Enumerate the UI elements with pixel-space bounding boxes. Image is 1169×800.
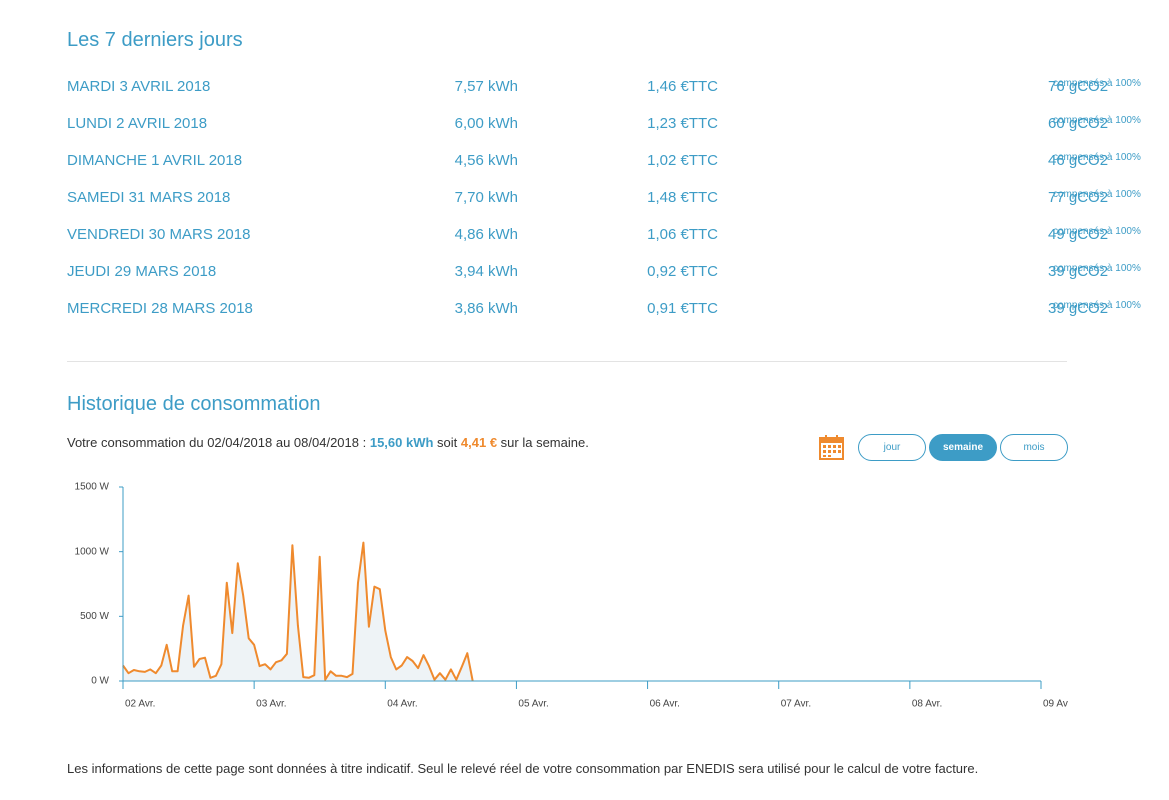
energy: 4,56 kWh bbox=[454, 152, 518, 169]
date: LUNDI 2 AVRIL 2018 bbox=[67, 115, 208, 132]
co2-value: 60 gCO2 bbox=[1048, 115, 1109, 132]
y-tick-label: 500 W bbox=[80, 611, 109, 622]
price: 0,91 €TTC bbox=[647, 300, 718, 317]
table-row: MERCREDI 28 MARS 2018 3,86 kWh 0,91 €TTC 39… bbox=[67, 300, 1141, 320]
table-row: MARDI 3 AVRIL 2018 7,57 kWh 1,46 €TTC 76 gC… bbox=[67, 78, 1141, 98]
energy: 4,86 kWh bbox=[454, 226, 518, 243]
price: 1,02 €TTC bbox=[647, 152, 718, 169]
co2-value: 76 gCO2 bbox=[1048, 78, 1109, 95]
section-title: Historique de consommation bbox=[67, 393, 321, 415]
price: 1,23 €TTC bbox=[647, 115, 718, 132]
price: 0,92 €TTC bbox=[647, 263, 718, 280]
x-tick-label: 02 Avr. bbox=[125, 699, 155, 710]
co2-note: compensés à 100% bbox=[1053, 300, 1141, 311]
table-row: SAMEDI 31 MARS 2018 7,70 kWh 1,48 €TTC 77 g… bbox=[67, 189, 1141, 209]
eur: 4,41 € bbox=[460, 435, 498, 450]
co2-value: 39 gCO2 bbox=[1048, 300, 1109, 317]
energy: 7,70 kWh bbox=[454, 189, 518, 206]
summary: Votre consommation du 02/04/2018 au 08/0… bbox=[67, 435, 589, 450]
co2-note: compensés à 100% bbox=[1053, 263, 1141, 274]
x-tick-label: 08 Avr. bbox=[912, 699, 942, 710]
date: JEUDI 29 MARS 2018 bbox=[67, 263, 217, 280]
area bbox=[123, 542, 473, 681]
date: SAMEDI 31 MARS 2018 bbox=[67, 189, 231, 206]
x-tick-label: 05 Avr. bbox=[518, 699, 548, 710]
x-tick-label: 09 Av bbox=[1043, 699, 1068, 710]
co2-value: 77 gCO2 bbox=[1048, 189, 1109, 206]
kwh: 15,60 kWh bbox=[369, 435, 434, 450]
y-tick-label: 0 W bbox=[91, 676, 109, 687]
co2-note: compensés à 100% bbox=[1053, 152, 1141, 163]
chart: 0 W 500 W 1000 W 1500 W 02 Avr. 03 Avr. 04 Avr… bbox=[75, 482, 1068, 710]
price: 1,46 €TTC bbox=[647, 78, 718, 95]
calendar-icon[interactable] bbox=[818, 434, 846, 461]
price: 1,48 €TTC bbox=[647, 189, 718, 206]
energy: 7,57 kWh bbox=[454, 78, 518, 95]
line bbox=[122, 541, 474, 682]
co2-note: compensés à 100% bbox=[1053, 78, 1141, 89]
co2-note: compensés à 100% bbox=[1053, 226, 1141, 237]
x-tick-label: 04 Avr. bbox=[387, 699, 417, 710]
date: VENDREDI 30 MARS 2018 bbox=[67, 226, 251, 243]
period-button[interactable]: semaine bbox=[929, 434, 997, 461]
energy: 6,00 kWh bbox=[454, 115, 518, 132]
divider bbox=[67, 361, 1067, 362]
table-row: LUNDI 2 AVRIL 2018 6,00 kWh 1,23 €TTC 60 gC… bbox=[67, 115, 1141, 135]
y-tick-label: 1000 W bbox=[75, 546, 110, 557]
co2-note: compensés à 100% bbox=[1053, 115, 1141, 126]
date: MARDI 3 AVRIL 2018 bbox=[67, 78, 211, 95]
co2-value: 39 gCO2 bbox=[1048, 263, 1109, 280]
date: DIMANCHE 1 AVRIL 2018 bbox=[67, 152, 243, 169]
co2-value: 46 gCO2 bbox=[1048, 152, 1109, 169]
section-title: Les 7 derniers jours bbox=[67, 29, 243, 51]
date: MERCREDI 28 MARS 2018 bbox=[67, 300, 253, 317]
period-button[interactable]: mois bbox=[1000, 434, 1068, 461]
text: Votre consommation du 02/04/2018 au 08/0… bbox=[67, 435, 370, 450]
table-row: VENDREDI 30 MARS 2018 4,86 kWh 1,06 €TTC 49… bbox=[67, 226, 1141, 246]
table-row: JEUDI 29 MARS 2018 3,94 kWh 0,92 €TTC 39 gC… bbox=[67, 263, 1141, 283]
footer: Les informations de cette page sont donn… bbox=[67, 761, 979, 776]
co2-value: 49 gCO2 bbox=[1048, 226, 1109, 243]
table-row: DIMANCHE 1 AVRIL 2018 4,56 kWh 1,02 €TTC 46… bbox=[67, 152, 1141, 172]
energy: 3,86 kWh bbox=[454, 300, 518, 317]
x-tick-label: 06 Avr. bbox=[650, 699, 680, 710]
energy: 3,94 kWh bbox=[454, 263, 518, 280]
text: soit bbox=[433, 435, 461, 450]
price: 1,06 €TTC bbox=[647, 226, 718, 243]
y-tick-label: 1500 W bbox=[75, 482, 110, 493]
text: sur la semaine. bbox=[497, 435, 589, 450]
period-button[interactable]: jour bbox=[858, 434, 926, 461]
x-tick-label: 03 Avr. bbox=[256, 699, 286, 710]
x-tick-label: 07 Avr. bbox=[781, 699, 811, 710]
co2-note: compensés à 100% bbox=[1053, 189, 1141, 200]
